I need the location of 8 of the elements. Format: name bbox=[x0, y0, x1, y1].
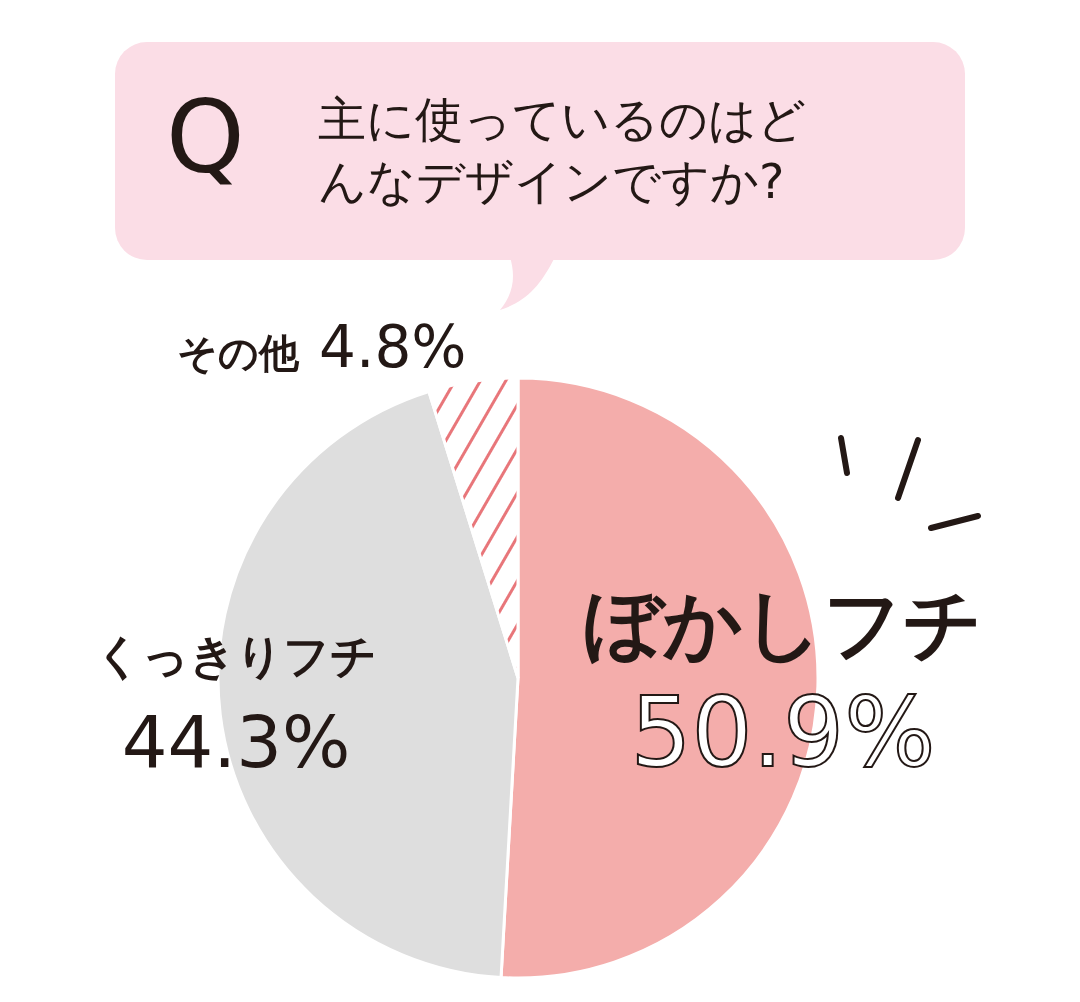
data-label: 50.9% bbox=[630, 676, 936, 789]
data-label: 4.8% bbox=[319, 312, 467, 381]
data-label: 44.3% bbox=[121, 700, 351, 785]
slice-label: その他 bbox=[177, 329, 301, 376]
slice-label: ぼかしフチ bbox=[582, 578, 983, 669]
chart-title: 主に使っているのはどんなデザインですか? bbox=[318, 90, 807, 212]
slice-label: くっきりフチ bbox=[95, 629, 378, 684]
text: Q bbox=[166, 79, 245, 196]
